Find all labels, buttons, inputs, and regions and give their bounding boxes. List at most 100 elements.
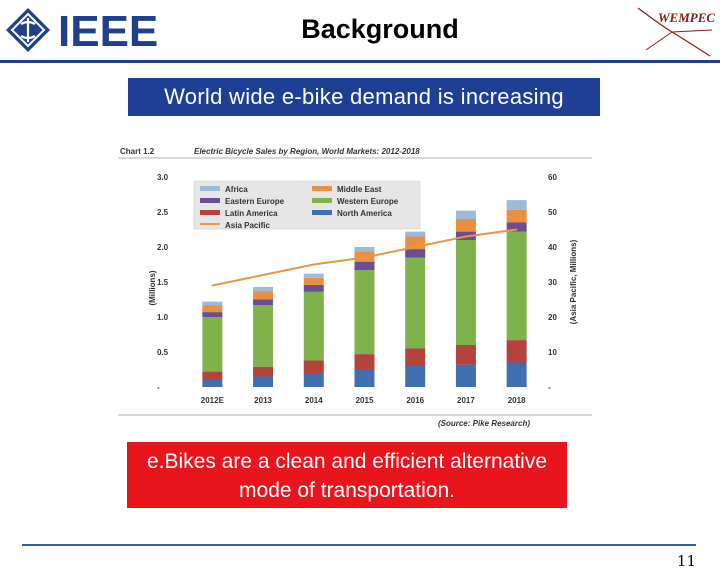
bar-segment-middle-east — [253, 291, 274, 300]
legend-swatch — [312, 186, 332, 191]
bar-segment-africa — [253, 286, 274, 292]
footer-rule — [22, 544, 696, 546]
asia-pacific-point — [312, 263, 315, 266]
ieee-diamond-icon — [6, 8, 50, 52]
bar-segment-latin-america — [354, 354, 375, 370]
y2-tick-label: 10 — [548, 348, 557, 357]
y2-tick-label: - — [548, 383, 551, 392]
bar-segment-middle-east — [202, 305, 223, 313]
bar-segment-western-europe — [303, 291, 324, 361]
y2-tick-label: 20 — [548, 313, 557, 322]
chart-number-label: Chart 1.2 — [120, 147, 155, 156]
bar-segment-north-america — [455, 364, 476, 387]
bar-segment-latin-america — [506, 340, 527, 363]
y-axis-label: (Millions) — [148, 270, 157, 305]
asia-pacific-point — [211, 284, 214, 287]
x-tick-label: 2013 — [254, 396, 272, 405]
bar-segment-western-europe — [455, 240, 476, 345]
bar-segment-north-america — [354, 369, 375, 387]
bar-segment-middle-east — [455, 219, 476, 232]
bar-segment-middle-east — [506, 209, 527, 223]
legend-swatch — [200, 186, 220, 191]
bar-segment-africa — [506, 200, 527, 210]
asia-pacific-point — [465, 235, 467, 238]
chart-source: (Source: Pike Research) — [438, 419, 530, 428]
bar-segment-western-europe — [405, 257, 426, 349]
bar-segment-western-europe — [506, 231, 527, 341]
legend-label: Asia Pacific — [225, 221, 270, 230]
x-tick-label: 2015 — [356, 396, 374, 405]
header-rule — [0, 60, 720, 63]
asia-pacific-point — [515, 228, 518, 231]
legend-swatch — [312, 198, 332, 203]
y-tick-label: 1.5 — [157, 278, 169, 287]
legend-label: Africa — [225, 185, 248, 194]
asia-pacific-point — [262, 274, 264, 276]
legend-label: Western Europe — [337, 197, 399, 206]
bar-segment-north-america — [202, 380, 223, 387]
legend-label: Middle East — [337, 185, 382, 194]
demand-banner: World wide e-bike demand is increasing — [128, 78, 600, 116]
bar-segment-latin-america — [202, 371, 223, 380]
x-tick-label: 2016 — [406, 396, 424, 405]
y-tick-label: 0.5 — [157, 348, 169, 357]
plot-area: - 0.5 1.0 1.5 2.0 2.5 3.0 - 10 20 30 40 50 60 2012E 201… — [157, 173, 557, 405]
slide-number: 11 — [676, 552, 696, 570]
bar-segment-middle-east — [303, 277, 324, 285]
bar-segment-eastern-europe — [354, 261, 375, 271]
y-tick-label: 3.0 — [157, 173, 169, 182]
ieee-logo: IEEE — [6, 7, 158, 54]
chart-title: Electric Bicycle Sales by Region, World … — [194, 147, 420, 156]
bar-segment-eastern-europe — [506, 222, 527, 232]
bar-segment-latin-america — [253, 366, 274, 377]
bar-segment-latin-america — [455, 345, 476, 365]
slide-title: Background — [301, 14, 459, 44]
y2-tick-label: 60 — [548, 173, 557, 182]
wempec-logo: WEMPEC — [637, 7, 715, 57]
bar-segment-eastern-europe — [405, 249, 426, 258]
y2-tick-label: 50 — [548, 208, 557, 217]
bar-segment-middle-east — [354, 251, 375, 262]
legend-label: Latin America — [225, 209, 278, 218]
y-tick-label: 1.0 — [157, 313, 169, 322]
y-tick-label: 2.0 — [157, 243, 169, 252]
bar-segment-latin-america — [303, 360, 324, 373]
legend-label: North America — [337, 209, 392, 218]
ieee-wordmark: IEEE — [58, 7, 158, 54]
legend-swatch — [200, 198, 220, 203]
bar-segment-north-america — [506, 362, 527, 387]
bar-segment-africa — [354, 247, 375, 252]
y-tick-label: 2.5 — [157, 208, 169, 217]
bar-segment-africa — [455, 210, 476, 219]
x-tick-label: 2018 — [508, 396, 526, 405]
bar-segment-africa — [303, 273, 324, 278]
asia-pacific-point — [363, 256, 366, 259]
legend-label: Eastern Europe — [225, 197, 285, 206]
bar-segment-north-america — [405, 366, 426, 387]
bar-segment-latin-america — [405, 348, 426, 366]
legend-swatch — [312, 210, 332, 215]
asia-pacific-point — [414, 246, 417, 248]
legend-box — [193, 180, 421, 230]
y2-tick-label: 30 — [548, 278, 557, 287]
bar-segment-eastern-europe — [303, 284, 324, 292]
ebike-callout: e.Bikes are a clean and efficient altern… — [127, 442, 567, 508]
legend-swatch — [200, 210, 220, 215]
bar-segment-eastern-europe — [202, 312, 223, 317]
bar-segment-north-america — [253, 376, 274, 387]
bar-segment-africa — [202, 301, 223, 306]
bar-segment-western-europe — [354, 270, 375, 355]
y-tick-label: - — [157, 383, 160, 392]
bar-segment-africa — [405, 231, 426, 237]
y2-tick-label: 40 — [548, 243, 557, 252]
bar-segment-eastern-europe — [253, 299, 274, 306]
x-tick-label: 2014 — [305, 396, 323, 405]
chart: Chart 1.2 Electric Bicycle Sales by Regi… — [118, 147, 592, 428]
x-tick-label: 2012E — [201, 396, 225, 405]
bar-segment-north-america — [303, 373, 324, 387]
bar-segment-western-europe — [253, 305, 274, 367]
y2-axis-label: (Asia Pacific, Millions) — [569, 239, 578, 324]
x-tick-label: 2017 — [457, 396, 475, 405]
bar-segment-western-europe — [202, 317, 223, 372]
wempec-wordmark: WEMPEC — [658, 10, 715, 25]
